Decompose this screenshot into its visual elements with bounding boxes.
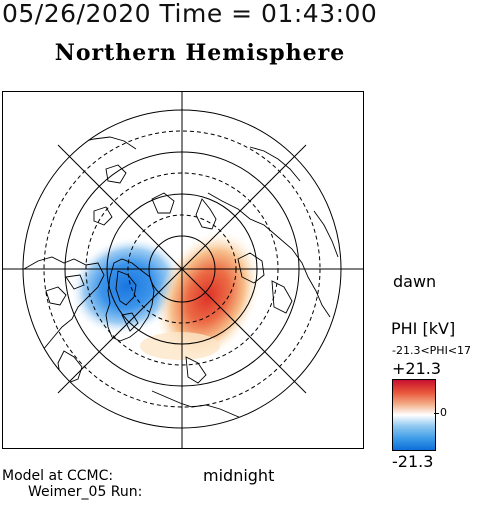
- polar-grid: [2, 91, 364, 449]
- dawn-label: dawn: [393, 272, 437, 291]
- asia-coast: [207, 192, 331, 318]
- hemisphere-title: Northern Hemisphere: [54, 40, 346, 66]
- positive-tail: [140, 332, 220, 360]
- colorbar-zero-label: 0: [440, 406, 447, 419]
- meridian-line: [57, 144, 307, 394]
- date-time-title: 05/26/2020 Time = 01:43:00: [2, 0, 378, 28]
- midnight-label: midnight: [203, 466, 275, 485]
- negative-cell: [70, 236, 184, 336]
- colorbar-zero-tick: [434, 413, 439, 414]
- polar-potential-map: [2, 91, 364, 449]
- canada-coast: [23, 256, 105, 364]
- colorbar-min-label: -21.3: [392, 452, 434, 471]
- model-label: Model at CCMC:: [2, 468, 114, 484]
- colorbar-max-label: +21.3: [392, 359, 442, 378]
- colorbar-range-text: -21.3<PHI<17: [392, 344, 472, 357]
- greenland-coast: [105, 258, 155, 342]
- run-label: Weimer_05 Run:: [28, 484, 143, 500]
- colorbar-title: PHI [kV]: [391, 319, 456, 338]
- colorbar: [392, 379, 436, 451]
